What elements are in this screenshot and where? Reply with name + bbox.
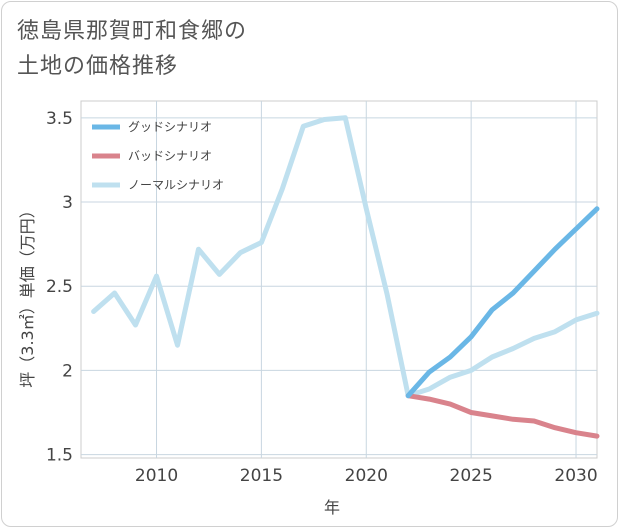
series-line xyxy=(405,206,600,399)
y-axis-title: 坪（3.3㎡）単価（万円） xyxy=(18,202,37,387)
y-tick-labels: 1.5 2 2.5 3 3.5 xyxy=(46,109,73,466)
legend-label: ノーマルシナリオ xyxy=(128,178,224,192)
grid-lines xyxy=(81,101,597,458)
x-tick-labels: 2010 2015 2020 2025 2030 xyxy=(135,466,598,486)
x-tick-label: 2015 xyxy=(240,466,283,486)
x-tick-label: 2010 xyxy=(135,466,178,486)
y-tick-label: 2 xyxy=(62,361,73,381)
chart-title: 徳島県那賀町和食郷の 土地の価格推移 xyxy=(17,14,247,84)
legend-label: バッドシナリオ xyxy=(128,149,212,163)
x-axis-title: 年 xyxy=(324,498,340,517)
chart-title-line-1: 徳島県那賀町和食郷の xyxy=(17,19,248,44)
x-tick-label: 2020 xyxy=(345,466,388,486)
x-tick-label: 2030 xyxy=(554,466,597,486)
y-tick-label: 3.5 xyxy=(46,109,73,129)
plot-area xyxy=(80,100,598,459)
y-tick-label: 2.5 xyxy=(46,277,73,297)
series-line xyxy=(91,115,600,399)
x-tick-label: 2025 xyxy=(450,466,493,486)
series-line xyxy=(405,393,600,439)
chart-title-line-2: 土地の価格推移 xyxy=(17,54,179,79)
y-tick-label: 1.5 xyxy=(46,446,73,466)
y-tick-label: 3 xyxy=(62,193,73,213)
legend-label: グッドシナリオ xyxy=(128,120,212,134)
series-lines xyxy=(91,115,600,439)
